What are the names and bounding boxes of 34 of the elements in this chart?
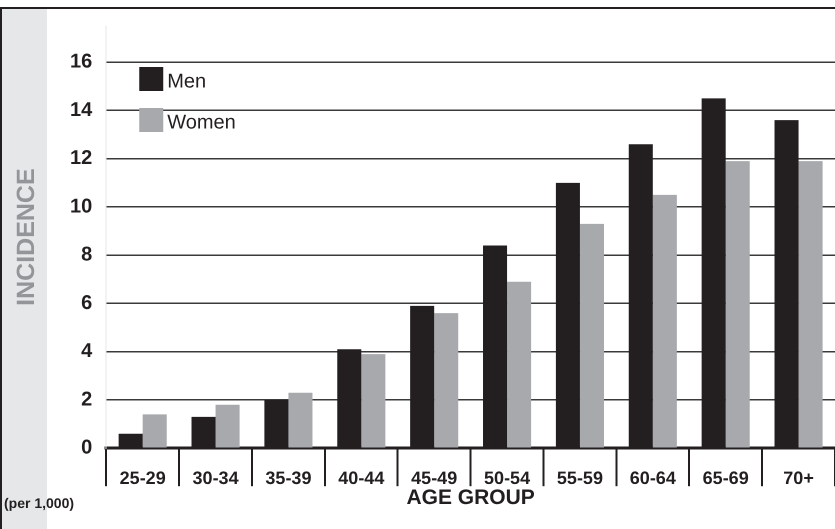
bar [142, 414, 167, 448]
legend-label: Women [167, 112, 236, 134]
bar [361, 354, 386, 448]
y-tick-label: 8 [81, 244, 92, 266]
y-tick-label: 4 [81, 340, 94, 362]
y-tick-label: 16 [70, 50, 92, 73]
bar [288, 392, 312, 448]
x-tick-label: 70+ [783, 468, 814, 488]
bar [798, 161, 823, 448]
bar [507, 282, 532, 448]
bar [652, 194, 677, 448]
y-tick-label: 12 [70, 147, 92, 170]
x-tick-label: 40-44 [338, 468, 384, 488]
x-tick-label: 60-64 [630, 468, 676, 488]
y-tick-label: 2 [81, 388, 92, 410]
legend-label: Men [167, 70, 206, 93]
x-tick-label: 25-29 [120, 468, 166, 488]
bar [580, 224, 604, 448]
x-tick-label: 30-34 [192, 468, 239, 488]
text: (per 1,000) [4, 494, 74, 511]
y-tick-label: 6 [81, 292, 92, 314]
y-axis-title: INCIDENCE [12, 168, 40, 306]
bar [216, 404, 240, 448]
bar [434, 313, 458, 448]
x-tick-label: 55-59 [556, 468, 603, 488]
x-tick-label: 45-49 [411, 468, 458, 488]
y-tick-label: 10 [70, 195, 92, 218]
x-axis-title: AGE GROUP [406, 486, 535, 510]
x-tick-label: 35-39 [265, 468, 312, 488]
bar [726, 161, 750, 448]
y-tick-label: 14 [70, 98, 94, 121]
y-tick-label: 0 [81, 436, 92, 459]
x-tick-label: 50-54 [484, 468, 530, 488]
x-tick-label: 65-69 [702, 468, 749, 488]
